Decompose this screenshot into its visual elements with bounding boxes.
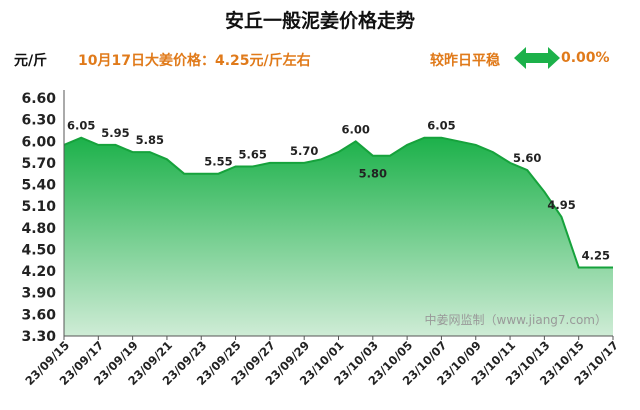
data-label: 4.95 [547,198,575,212]
data-label: 6.05 [427,119,455,133]
data-labels: 6.05 5.95 5.85 5.55 5.65 5.70 6.00 5.80 6.05 5.60… [67,119,610,263]
data-label: 6.05 [67,119,95,133]
data-label: 5.60 [513,151,541,165]
y-tick-label: 6.00 [21,134,56,150]
y-tick-label: 3.30 [21,329,56,345]
y-tick-label: 5.70 [21,156,56,172]
price-note: 10月17日大姜价格：4.25元/斤左右 [78,53,311,69]
data-label: 5.55 [204,155,232,169]
info-bar: 元/斤 10月17日大姜价格：4.25元/斤左右 较昨日平稳 0.00% [0,47,640,74]
price-chart: 6.60 6.30 6.00 5.70 5.40 5.10 4.80 4.50 4.20 3.90… [21,90,621,388]
y-tick-label: 6.60 [21,91,56,107]
data-label: 5.65 [239,148,267,162]
x-axis-ticks: 23/09/1523/09/1723/09/1923/09/2123/09/23… [22,336,621,388]
data-label: 5.85 [136,133,164,147]
chart-title: 安丘一般泥姜价格走势 [224,10,415,32]
y-tick-label: 3.60 [21,307,56,323]
data-label: 4.25 [582,248,610,262]
change-value: 0.00% [561,50,610,66]
data-label: 6.00 [341,122,369,136]
data-label: 5.80 [359,167,387,181]
y-tick-label: 4.50 [21,242,56,258]
y-axis-ticks: 6.60 6.30 6.00 5.70 5.40 5.10 4.80 4.50 4.20 3.90… [21,91,56,345]
price-area [64,137,613,336]
data-label: 5.95 [101,126,129,140]
y-tick-label: 5.10 [21,199,56,215]
y-tick-label: 3.90 [21,286,56,302]
y-tick-label: 4.20 [21,264,56,280]
data-label: 5.70 [290,144,318,158]
y-tick-label: 6.30 [21,113,56,129]
double-arrow-icon [514,47,560,69]
watermark: 中姜网监制（www.jiang7.com） [425,312,607,327]
compare-label: 较昨日平稳 [430,53,500,69]
unit-label: 元/斤 [14,53,48,69]
y-tick-label: 5.40 [21,178,56,194]
y-tick-label: 4.80 [21,221,56,237]
price-line [63,136,613,269]
